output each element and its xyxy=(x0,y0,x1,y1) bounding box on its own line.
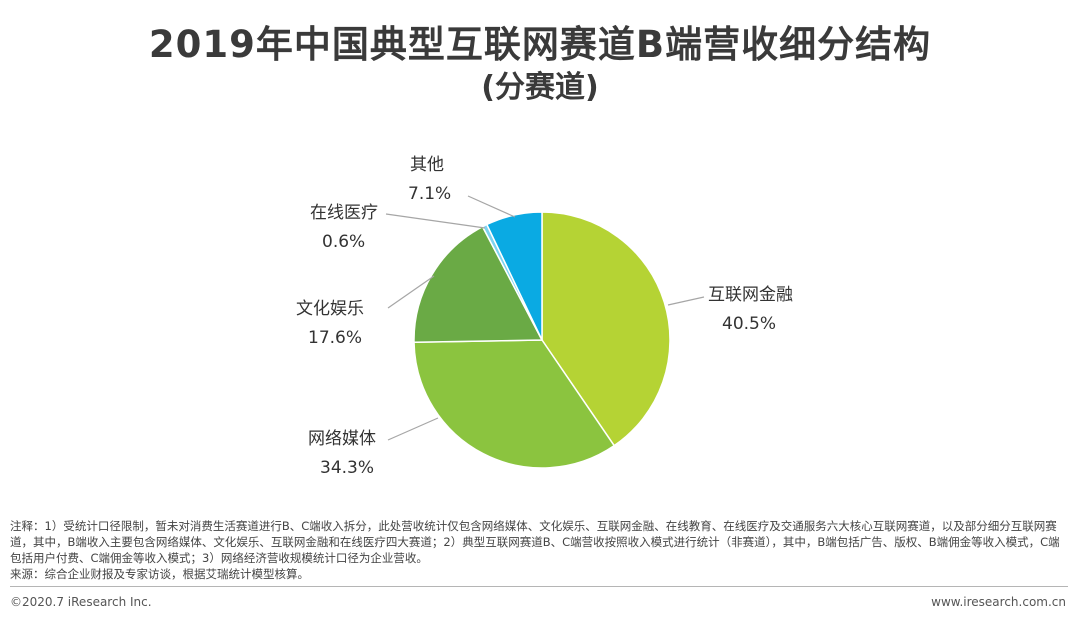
slice-name-label-3: 文化娱乐 xyxy=(296,299,364,319)
leader-line-3 xyxy=(387,275,435,309)
slice-name-label-5: 其他 xyxy=(410,155,444,175)
copyright-text: ©2020.7 iResearch Inc. xyxy=(10,595,152,609)
pie-slice-3 xyxy=(413,225,544,343)
leader-line-1 xyxy=(667,296,705,306)
leader-line-5 xyxy=(467,195,516,218)
source-text: 来源：综合企业财报及专家访谈，根据艾瑞统计模型核算。 xyxy=(10,567,309,581)
pie-slice-5 xyxy=(485,211,543,341)
website-link[interactable]: www.iresearch.com.cn xyxy=(931,595,1066,609)
slice-value-label-3: 17.6% xyxy=(308,328,362,348)
pie-slice-1 xyxy=(541,211,671,447)
chart-subtitle: (分赛道) xyxy=(481,70,599,105)
note-text: 注释：1）受统计口径限制，暂未对消费生活赛道进行B、C端收入拆分，此处营收统计仅… xyxy=(10,519,1060,565)
leader-line-2 xyxy=(387,417,439,441)
slice-value-label-1: 40.5% xyxy=(722,314,776,334)
chart-title: 2019年中国典型互联网赛道B端营收细分结构 xyxy=(148,23,932,66)
slice-name-label-2: 网络媒体 xyxy=(308,429,376,449)
notes-section: 注释：1）受统计口径限制，暂未对消费生活赛道进行B、C端收入拆分，此处营收统计仅… xyxy=(10,518,1068,582)
slice-value-label-5: 7.1% xyxy=(408,184,451,204)
pie-slice-2 xyxy=(413,339,616,469)
slice-value-label-2: 34.3% xyxy=(320,458,374,478)
footer-divider xyxy=(10,586,1068,587)
slice-value-label-4: 0.6% xyxy=(322,232,365,252)
slice-name-label-4: 在线医疗 xyxy=(310,203,378,223)
leader-line-4 xyxy=(385,213,486,229)
slice-name-label-1: 互联网金融 xyxy=(708,285,793,305)
